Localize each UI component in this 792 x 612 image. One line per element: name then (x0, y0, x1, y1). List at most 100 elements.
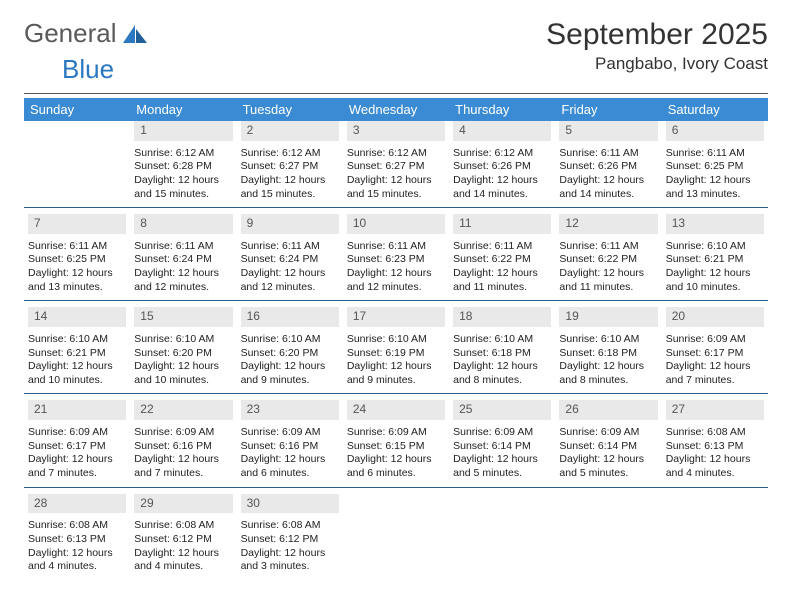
day-cell: Sunrise: 6:10 AMSunset: 6:18 PMDaylight:… (449, 333, 555, 394)
day-cell: Sunrise: 6:11 AMSunset: 6:22 PMDaylight:… (555, 240, 661, 301)
daylight-line: Daylight: 12 hours and 15 minutes. (347, 174, 445, 201)
day-number: 28 (28, 494, 126, 514)
day-cell: Sunrise: 6:09 AMSunset: 6:15 PMDaylight:… (343, 426, 449, 487)
day-cell: Sunrise: 6:11 AMSunset: 6:25 PMDaylight:… (662, 147, 768, 208)
daynum-row: 14151617181920 (24, 307, 768, 333)
daylight-line: Daylight: 12 hours and 15 minutes. (241, 174, 339, 201)
sunset-line: Sunset: 6:14 PM (559, 440, 657, 454)
day-cell: Sunrise: 6:08 AMSunset: 6:13 PMDaylight:… (662, 426, 768, 487)
daylight-line: Daylight: 12 hours and 5 minutes. (559, 453, 657, 480)
daylight-line: Daylight: 12 hours and 4 minutes. (666, 453, 764, 480)
sunset-line: Sunset: 6:13 PM (28, 533, 126, 547)
daylight-line: Daylight: 12 hours and 14 minutes. (559, 174, 657, 201)
sunrise-line: Sunrise: 6:08 AM (134, 519, 232, 533)
day-number: 2 (241, 121, 339, 141)
sail-icon (121, 23, 149, 45)
sunset-line: Sunset: 6:16 PM (241, 440, 339, 454)
top-rule (24, 93, 768, 94)
daylight-line: Daylight: 12 hours and 8 minutes. (559, 360, 657, 387)
day-number: 30 (241, 494, 339, 514)
daylight-line: Daylight: 12 hours and 12 minutes. (241, 267, 339, 294)
day-number: 21 (28, 400, 126, 420)
sunrise-line: Sunrise: 6:11 AM (559, 147, 657, 161)
brand-word1: General (24, 18, 117, 49)
sunrise-line: Sunrise: 6:10 AM (666, 240, 764, 254)
day-cell: Sunrise: 6:10 AMSunset: 6:21 PMDaylight:… (662, 240, 768, 301)
daylight-line: Daylight: 12 hours and 7 minutes. (28, 453, 126, 480)
daylight-line: Daylight: 12 hours and 14 minutes. (453, 174, 551, 201)
day-cell: Sunrise: 6:11 AMSunset: 6:22 PMDaylight:… (449, 240, 555, 301)
day-number: 15 (134, 307, 232, 327)
day-number: 18 (453, 307, 551, 327)
weekday-header: Monday (130, 98, 236, 121)
day-cell (662, 519, 768, 580)
sunrise-line: Sunrise: 6:10 AM (453, 333, 551, 347)
calendar-body: 123456Sunrise: 6:12 AMSunset: 6:28 PMDay… (24, 121, 768, 580)
day-cell (449, 519, 555, 580)
day-cell: Sunrise: 6:09 AMSunset: 6:16 PMDaylight:… (237, 426, 343, 487)
sunset-line: Sunset: 6:26 PM (559, 160, 657, 174)
sunset-line: Sunset: 6:22 PM (453, 253, 551, 267)
day-number: 29 (134, 494, 232, 514)
sunset-line: Sunset: 6:27 PM (241, 160, 339, 174)
day-cell: Sunrise: 6:09 AMSunset: 6:14 PMDaylight:… (555, 426, 661, 487)
day-cell: Sunrise: 6:11 AMSunset: 6:25 PMDaylight:… (24, 240, 130, 301)
day-number: 1 (134, 121, 232, 141)
daynum-row: 78910111213 (24, 214, 768, 240)
daylight-line: Daylight: 12 hours and 3 minutes. (241, 547, 339, 574)
sunset-line: Sunset: 6:25 PM (28, 253, 126, 267)
day-cell (24, 147, 130, 208)
day-number: 7 (28, 214, 126, 234)
daylight-line: Daylight: 12 hours and 10 minutes. (134, 360, 232, 387)
daynum-row: 28 29 30 (24, 494, 768, 520)
day-cell: Sunrise: 6:11 AMSunset: 6:24 PMDaylight:… (130, 240, 236, 301)
sunset-line: Sunset: 6:20 PM (241, 347, 339, 361)
sunrise-line: Sunrise: 6:10 AM (347, 333, 445, 347)
day-number: 22 (134, 400, 232, 420)
daylight-line: Daylight: 12 hours and 13 minutes. (28, 267, 126, 294)
sunset-line: Sunset: 6:18 PM (559, 347, 657, 361)
day-cell: Sunrise: 6:12 AMSunset: 6:27 PMDaylight:… (237, 147, 343, 208)
sunrise-line: Sunrise: 6:11 AM (559, 240, 657, 254)
sunrise-line: Sunrise: 6:11 AM (134, 240, 232, 254)
day-number: 20 (666, 307, 764, 327)
sunrise-line: Sunrise: 6:12 AM (241, 147, 339, 161)
sunrise-line: Sunrise: 6:12 AM (347, 147, 445, 161)
day-cell: Sunrise: 6:11 AMSunset: 6:23 PMDaylight:… (343, 240, 449, 301)
sunset-line: Sunset: 6:22 PM (559, 253, 657, 267)
calendar-table: SundayMondayTuesdayWednesdayThursdayFrid… (24, 98, 768, 580)
day-number: 26 (559, 400, 657, 420)
sunset-line: Sunset: 6:12 PM (241, 533, 339, 547)
sunset-line: Sunset: 6:25 PM (666, 160, 764, 174)
day-number: 4 (453, 121, 551, 141)
day-cell: Sunrise: 6:10 AMSunset: 6:20 PMDaylight:… (237, 333, 343, 394)
daylight-line: Daylight: 12 hours and 4 minutes. (28, 547, 126, 574)
day-number: 12 (559, 214, 657, 234)
sunset-line: Sunset: 6:17 PM (666, 347, 764, 361)
page-title: September 2025 (546, 18, 768, 52)
day-number: 14 (28, 307, 126, 327)
day-content-row: Sunrise: 6:08 AMSunset: 6:13 PMDaylight:… (24, 519, 768, 580)
day-content-row: Sunrise: 6:10 AMSunset: 6:21 PMDaylight:… (24, 333, 768, 394)
day-number: 25 (453, 400, 551, 420)
day-number: 9 (241, 214, 339, 234)
day-number: 3 (347, 121, 445, 141)
day-number: 13 (666, 214, 764, 234)
day-number: 11 (453, 214, 551, 234)
brand-logo: General (24, 18, 149, 49)
day-content-row: Sunrise: 6:12 AMSunset: 6:28 PMDaylight:… (24, 147, 768, 208)
sunset-line: Sunset: 6:12 PM (134, 533, 232, 547)
day-number: 24 (347, 400, 445, 420)
daylight-line: Daylight: 12 hours and 10 minutes. (28, 360, 126, 387)
day-number: 8 (134, 214, 232, 234)
daylight-line: Daylight: 12 hours and 9 minutes. (347, 360, 445, 387)
day-cell: Sunrise: 6:11 AMSunset: 6:24 PMDaylight:… (237, 240, 343, 301)
day-number: 5 (559, 121, 657, 141)
daylight-line: Daylight: 12 hours and 7 minutes. (134, 453, 232, 480)
sunrise-line: Sunrise: 6:09 AM (241, 426, 339, 440)
sunrise-line: Sunrise: 6:08 AM (28, 519, 126, 533)
sunrise-line: Sunrise: 6:11 AM (28, 240, 126, 254)
sunrise-line: Sunrise: 6:09 AM (347, 426, 445, 440)
sunrise-line: Sunrise: 6:11 AM (453, 240, 551, 254)
sunrise-line: Sunrise: 6:11 AM (666, 147, 764, 161)
